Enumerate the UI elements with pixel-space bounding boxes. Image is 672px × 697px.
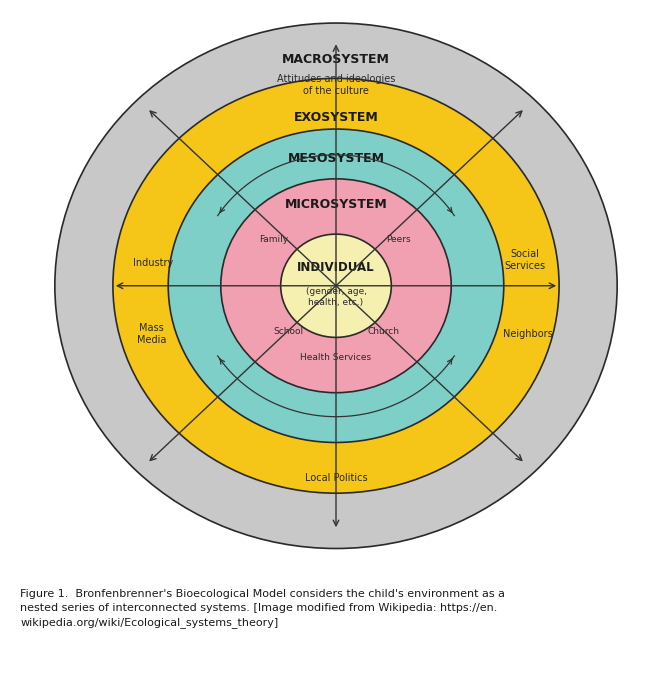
Ellipse shape [113, 78, 559, 493]
Ellipse shape [55, 23, 617, 549]
Ellipse shape [168, 129, 504, 443]
Text: INDIVIDUAL: INDIVIDUAL [297, 261, 375, 274]
Text: (gender, age,
health, etc.): (gender, age, health, etc.) [306, 286, 366, 307]
Text: Health Services: Health Services [300, 353, 372, 362]
Text: Social
Services: Social Services [505, 249, 546, 270]
Text: Industry: Industry [133, 258, 173, 268]
Text: School: School [273, 328, 303, 337]
Text: Figure 1.  Bronfenbrenner's Bioecological Model considers the child's environmen: Figure 1. Bronfenbrenner's Bioecological… [20, 589, 505, 628]
Text: Church: Church [368, 328, 400, 337]
Ellipse shape [221, 179, 451, 392]
Ellipse shape [281, 234, 391, 337]
Text: Family: Family [259, 235, 288, 244]
Text: Neighbors: Neighbors [503, 329, 552, 339]
Text: MACROSYSTEM: MACROSYSTEM [282, 54, 390, 66]
Text: Mass
Media: Mass Media [137, 323, 166, 344]
Text: Peers: Peers [386, 235, 411, 244]
Text: Local Politics: Local Politics [304, 473, 368, 482]
Text: MESOSYSTEM: MESOSYSTEM [288, 152, 384, 165]
Text: MICROSYSTEM: MICROSYSTEM [285, 198, 387, 211]
Text: EXOSYSTEM: EXOSYSTEM [294, 112, 378, 125]
Text: Attitudes and ideologies
of the culture: Attitudes and ideologies of the culture [277, 74, 395, 95]
